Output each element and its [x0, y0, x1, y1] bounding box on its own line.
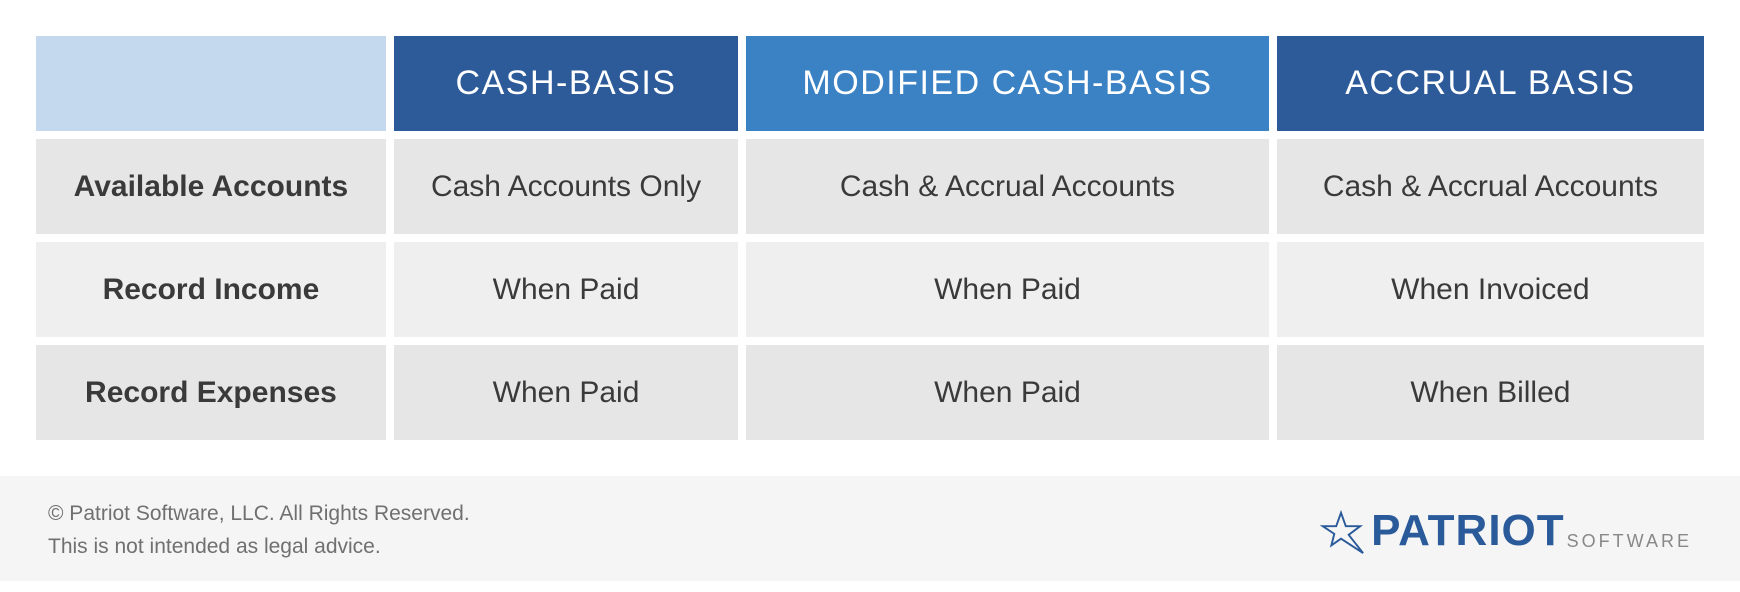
column-header: MODIFIED CASH-BASIS	[746, 36, 1269, 131]
logo-main: PATRIOT	[1317, 506, 1565, 556]
table-container: CASH-BASISMODIFIED CASH-BASISACCRUAL BAS…	[0, 0, 1740, 448]
star-icon	[1317, 507, 1365, 555]
table-row: Available AccountsCash Accounts OnlyCash…	[36, 139, 1704, 234]
data-cell: Cash & Accrual Accounts	[746, 139, 1269, 234]
table-row: Record ExpensesWhen PaidWhen PaidWhen Bi…	[36, 345, 1704, 440]
row-label: Record Expenses	[36, 345, 386, 440]
data-cell: When Invoiced	[1277, 242, 1704, 337]
comparison-table: CASH-BASISMODIFIED CASH-BASISACCRUAL BAS…	[28, 28, 1712, 448]
data-cell: Cash & Accrual Accounts	[1277, 139, 1704, 234]
table-row: Record IncomeWhen PaidWhen PaidWhen Invo…	[36, 242, 1704, 337]
data-cell: When Paid	[394, 345, 738, 440]
footer-text: © Patriot Software, LLC. All Rights Rese…	[48, 498, 470, 563]
data-cell: When Paid	[394, 242, 738, 337]
data-cell: When Billed	[1277, 345, 1704, 440]
header-row: CASH-BASISMODIFIED CASH-BASISACCRUAL BAS…	[36, 36, 1704, 131]
footer: © Patriot Software, LLC. All Rights Rese…	[0, 476, 1740, 581]
logo: PATRIOT SOFTWARE	[1317, 506, 1692, 556]
data-cell: When Paid	[746, 242, 1269, 337]
row-label: Record Income	[36, 242, 386, 337]
table-body: Available AccountsCash Accounts OnlyCash…	[36, 139, 1704, 440]
row-label: Available Accounts	[36, 139, 386, 234]
disclaimer-line: This is not intended as legal advice.	[48, 531, 470, 564]
column-header: CASH-BASIS	[394, 36, 738, 131]
corner-cell	[36, 36, 386, 131]
column-header: ACCRUAL BASIS	[1277, 36, 1704, 131]
data-cell: Cash Accounts Only	[394, 139, 738, 234]
logo-sub: SOFTWARE	[1567, 531, 1692, 552]
data-cell: When Paid	[746, 345, 1269, 440]
logo-word: PATRIOT	[1371, 506, 1565, 556]
copyright-line: © Patriot Software, LLC. All Rights Rese…	[48, 498, 470, 531]
